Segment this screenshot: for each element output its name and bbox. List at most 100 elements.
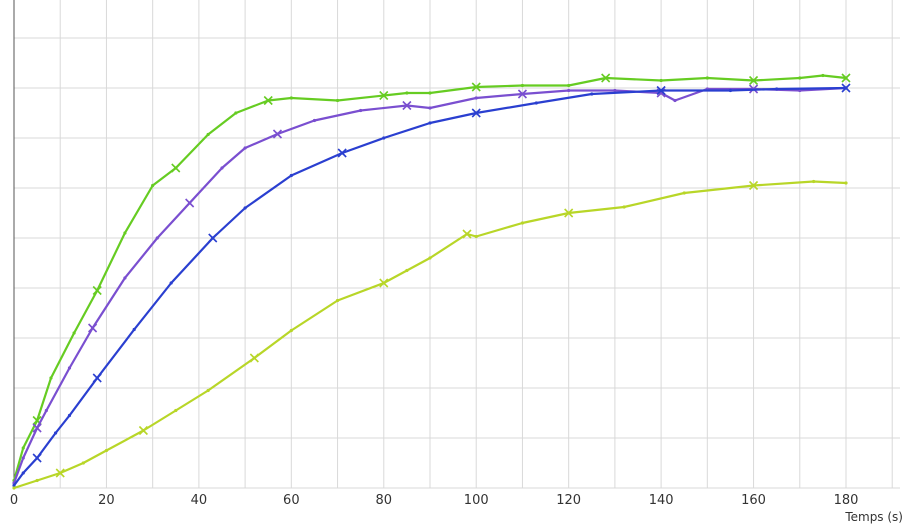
x-marker (471, 108, 481, 118)
x-marker (32, 423, 42, 433)
data-point (613, 88, 617, 93)
data-point (673, 98, 677, 103)
data-point (821, 73, 825, 78)
x-marker (402, 100, 412, 111)
x-marker (379, 278, 389, 288)
x-marker (32, 453, 42, 463)
x-marker (272, 129, 283, 139)
data-point (705, 76, 709, 80)
data-point (534, 101, 538, 105)
x-tick-label: 160 (741, 493, 766, 508)
x-marker (517, 89, 528, 99)
data-point (21, 471, 25, 475)
series-2 (12, 84, 848, 485)
data-point (567, 88, 571, 93)
data-point (520, 221, 525, 225)
data-point (844, 181, 848, 185)
data-point (590, 92, 594, 96)
data-point (659, 78, 663, 83)
series-line (12, 86, 848, 485)
data-point (54, 431, 58, 435)
data-point (67, 366, 72, 370)
data-point (682, 191, 686, 195)
series-group (12, 73, 851, 490)
data-point (622, 205, 626, 209)
x-tick-label: 0 (10, 493, 18, 508)
data-point (798, 76, 802, 80)
data-point (206, 132, 210, 137)
x-marker (138, 425, 148, 436)
data-point (67, 413, 72, 418)
data-point (35, 478, 39, 483)
data-point (812, 179, 816, 184)
data-point (151, 183, 155, 188)
series-1 (12, 73, 851, 483)
x-tick-labels: 0 20 40 60 80 100 120 140 160 180 (10, 493, 859, 508)
x-marker (841, 83, 851, 93)
x-tick-label: 100 (464, 493, 489, 508)
data-point (335, 98, 340, 103)
data-point (123, 276, 127, 280)
data-point (728, 88, 733, 93)
data-point (428, 91, 432, 95)
data-point (220, 166, 224, 170)
x-marker (185, 198, 195, 208)
data-point (474, 96, 478, 100)
x-marker (564, 208, 574, 218)
data-point (243, 206, 247, 210)
x-tick-label: 60 (283, 493, 300, 508)
data-point (132, 327, 136, 332)
data-point (104, 448, 109, 453)
x-marker (841, 73, 851, 83)
grid (13, 0, 900, 489)
data-point (428, 256, 432, 260)
x-tick-label: 40 (191, 493, 208, 508)
x-tick-label: 80 (376, 493, 393, 508)
x-marker (208, 233, 218, 243)
x-marker (656, 85, 666, 96)
series-4 (12, 179, 848, 490)
data-point (21, 456, 25, 460)
data-point (12, 483, 16, 488)
x-tick-label: 140 (649, 493, 674, 508)
data-point (567, 83, 571, 88)
data-point (359, 108, 363, 113)
data-point (243, 146, 247, 150)
x-tick-label: 120 (556, 493, 581, 508)
data-point (72, 331, 76, 335)
x-marker (462, 229, 472, 239)
data-point (174, 408, 178, 413)
x-marker (88, 323, 98, 333)
data-point (289, 173, 293, 178)
data-point (405, 91, 409, 95)
x-marker (263, 95, 273, 106)
data-point (474, 234, 478, 239)
x-marker (92, 285, 102, 296)
data-point (335, 298, 340, 303)
x-axis-title: Temps (s) (844, 510, 903, 524)
data-point (155, 236, 159, 240)
data-point (169, 281, 173, 285)
data-point (428, 106, 432, 110)
data-point (289, 96, 293, 100)
data-point (405, 268, 409, 273)
data-point (81, 461, 85, 465)
x-marker (171, 163, 181, 173)
data-point (289, 328, 293, 333)
data-point (123, 231, 127, 235)
x-marker (601, 73, 611, 83)
data-point (428, 121, 432, 125)
data-point (234, 111, 238, 115)
data-point (206, 388, 210, 393)
data-point (775, 87, 779, 91)
data-point (44, 408, 48, 413)
data-point (382, 136, 386, 140)
data-point (21, 446, 25, 450)
data-point (49, 376, 53, 380)
x-marker (92, 373, 102, 383)
x-tick-label: 20 (98, 493, 115, 508)
x-marker (471, 82, 481, 92)
x-marker (249, 353, 259, 363)
x-marker (748, 180, 759, 191)
